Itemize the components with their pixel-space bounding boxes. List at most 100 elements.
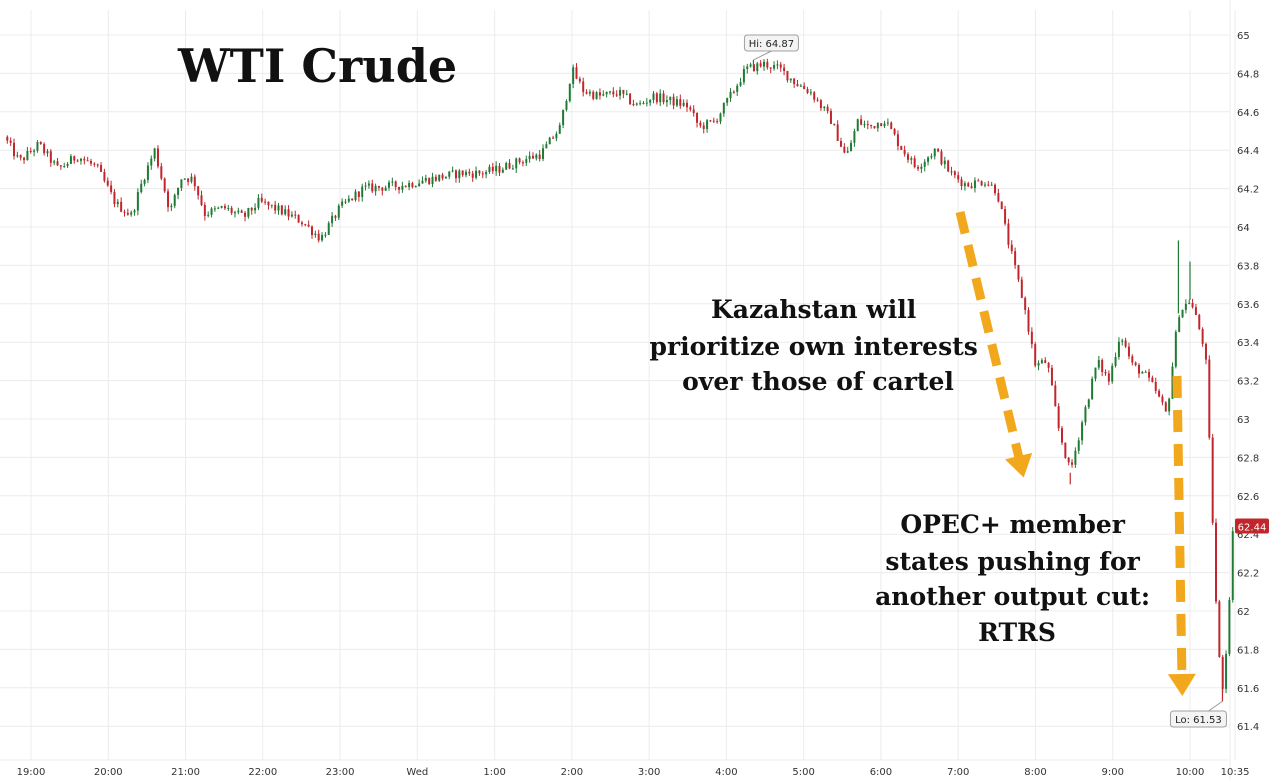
candle-body — [86, 160, 89, 162]
candle-body — [170, 205, 173, 208]
candle-body — [13, 142, 16, 157]
candle-body — [876, 123, 879, 129]
candle-body — [1044, 360, 1047, 364]
candle-body — [100, 165, 103, 172]
candle-body — [655, 93, 658, 103]
candle-body — [133, 210, 136, 213]
candle-body — [398, 186, 401, 190]
candle-body — [177, 188, 180, 195]
candle-body — [789, 78, 792, 81]
candle-body — [428, 178, 431, 185]
candle-body — [344, 201, 347, 203]
candle-body — [1218, 601, 1221, 657]
candle-body — [525, 159, 528, 163]
candle-body — [736, 85, 739, 92]
candle-body — [478, 170, 481, 174]
candle-body — [639, 103, 642, 105]
candle-body — [140, 183, 143, 193]
candle-body — [783, 67, 786, 71]
candle-body — [632, 104, 635, 106]
candle-body — [1057, 406, 1060, 429]
candle-body — [136, 192, 139, 211]
candle-body — [983, 184, 986, 186]
candle-body — [796, 84, 799, 87]
candle-body — [1050, 367, 1053, 386]
candle-body — [860, 119, 863, 125]
candle-body — [1097, 359, 1100, 368]
candle-body — [19, 155, 22, 158]
candle-body — [518, 158, 521, 163]
candle-body — [120, 201, 123, 212]
candle-body — [388, 182, 391, 188]
candle-body — [508, 163, 511, 169]
candle-body — [16, 155, 19, 157]
candle-body — [418, 183, 421, 187]
candle-body — [106, 180, 109, 186]
candle-body — [943, 160, 946, 165]
candle-body — [481, 173, 484, 175]
x-tick-label: 19:00 — [17, 767, 46, 778]
candle-body — [213, 208, 216, 210]
candle-body — [642, 102, 645, 104]
candle-body — [1141, 371, 1144, 374]
candle-body — [126, 212, 129, 215]
low-label: Lo: 61.53 — [1175, 715, 1222, 726]
candle-body — [602, 94, 605, 96]
candle-body — [434, 176, 437, 181]
candle-body — [709, 120, 712, 122]
candle-body — [53, 161, 56, 163]
candle-body — [83, 158, 86, 161]
candle-body — [1107, 373, 1110, 382]
candle-body — [461, 170, 464, 176]
candle-body — [408, 183, 411, 188]
candle-body — [491, 166, 494, 172]
candle-body — [1027, 309, 1030, 332]
candle-body — [856, 119, 859, 132]
candle-body — [1034, 344, 1037, 366]
candle-body — [1030, 331, 1033, 345]
candle-body — [625, 93, 628, 95]
candle-body — [156, 148, 159, 167]
candle-body — [950, 171, 953, 173]
candle-body — [521, 162, 524, 164]
candle-body — [1134, 362, 1137, 365]
candle-body — [756, 63, 759, 72]
chart-title: WTI Crude — [177, 39, 457, 93]
candle-body — [1161, 396, 1164, 403]
candle-body — [823, 106, 826, 109]
candle-body — [927, 157, 930, 162]
x-tick-label: 6:00 — [870, 767, 892, 778]
arrow-kazakhstan-head — [1004, 452, 1033, 478]
candle-body — [732, 91, 735, 93]
candle-body — [1188, 302, 1191, 304]
x-tick-label: 8:00 — [1024, 767, 1046, 778]
candle-body — [531, 155, 534, 159]
y-tick-label: 63.6 — [1237, 300, 1259, 311]
candle-body — [722, 102, 725, 114]
candle-body — [23, 157, 26, 161]
candle-body — [1091, 378, 1094, 400]
candle-body — [401, 185, 404, 190]
candle-body — [1168, 398, 1171, 412]
candle-body — [1174, 331, 1177, 367]
candle-body — [451, 170, 454, 172]
candle-body — [96, 164, 99, 166]
candle-body — [334, 215, 337, 218]
candle-body — [548, 137, 551, 145]
candle-body — [1074, 450, 1077, 465]
candle-body — [1154, 382, 1157, 391]
candle-body — [1037, 363, 1040, 366]
candle-body — [706, 120, 709, 130]
candle-body — [672, 96, 675, 106]
candle-body — [588, 91, 591, 94]
candle-body — [444, 176, 447, 179]
candle-body — [947, 160, 950, 172]
x-tick-label: 20:00 — [94, 767, 123, 778]
candle-body — [1007, 223, 1010, 245]
candle-body — [793, 78, 796, 85]
candle-body — [324, 234, 327, 236]
candle-body — [850, 142, 853, 152]
candle-body — [304, 224, 307, 226]
candle-body — [689, 107, 692, 110]
y-tick-label: 62.6 — [1237, 492, 1259, 503]
